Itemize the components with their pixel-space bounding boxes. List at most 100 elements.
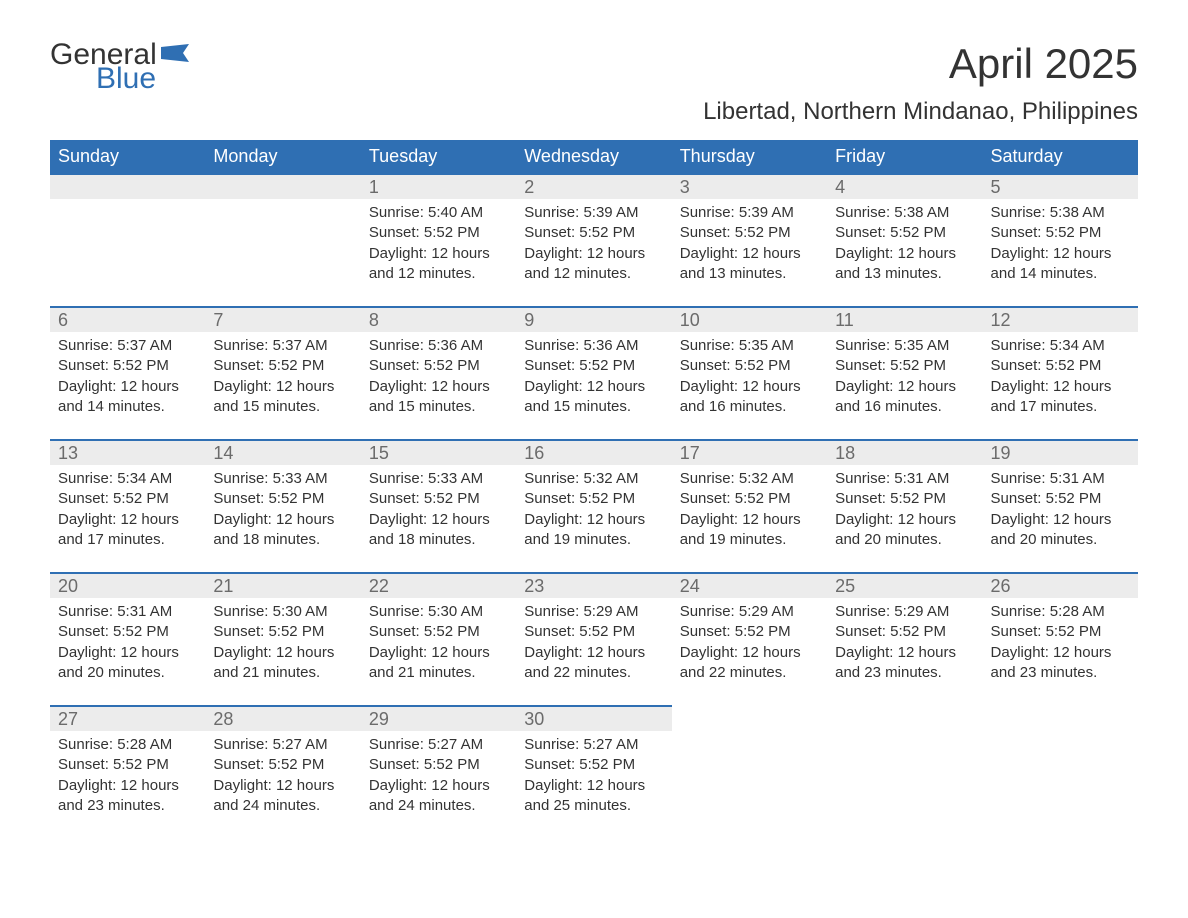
day-body: Sunrise: 5:38 AMSunset: 5:52 PMDaylight:… [983, 199, 1138, 306]
calendar-week: 13Sunrise: 5:34 AMSunset: 5:52 PMDayligh… [50, 439, 1138, 572]
day-line: Daylight: 12 hours and 12 minutes. [524, 244, 663, 285]
day-line: Sunrise: 5:37 AM [213, 336, 352, 356]
page-title: April 2025 [949, 40, 1138, 88]
day-line: Sunrise: 5:27 AM [369, 735, 508, 755]
day-line: Sunset: 5:52 PM [524, 356, 663, 376]
calendar-cell [983, 705, 1138, 838]
day-line: Daylight: 12 hours and 16 minutes. [835, 377, 974, 418]
day-body: Sunrise: 5:27 AMSunset: 5:52 PMDaylight:… [516, 731, 671, 838]
day-number: 27 [50, 705, 205, 731]
day-number: 25 [827, 572, 982, 598]
day-header: Friday [827, 140, 982, 173]
day-number: 4 [827, 173, 982, 199]
day-number: 20 [50, 572, 205, 598]
day-body: Sunrise: 5:37 AMSunset: 5:52 PMDaylight:… [50, 332, 205, 439]
day-line: Daylight: 12 hours and 22 minutes. [524, 643, 663, 684]
calendar-cell: 23 Sunrise: 5:29 AMSunset: 5:52 PMDayligh… [516, 572, 671, 705]
day-line: Sunrise: 5:32 AM [680, 469, 819, 489]
day-number: 28 [205, 705, 360, 731]
day-line: Sunset: 5:52 PM [369, 356, 508, 376]
day-line: Sunset: 5:52 PM [58, 755, 197, 775]
day-line: Sunset: 5:52 PM [524, 622, 663, 642]
day-number: 19 [983, 439, 1138, 465]
calendar-cell: 25Sunrise: 5:29 AMSunset: 5:52 PMDayligh… [827, 572, 982, 705]
day-line: Daylight: 12 hours and 18 minutes. [369, 510, 508, 551]
day-body: Sunrise: 5:30 AMSunset: 5:52 PMDaylight:… [205, 598, 360, 705]
day-number: 29 [361, 705, 516, 731]
day-line: Sunset: 5:52 PM [680, 223, 819, 243]
location-subtitle: Libertad, Northern Mindanao, Philippines [50, 98, 1138, 126]
calendar-cell: 20Sunrise: 5:31 AMSunset: 5:52 PMDayligh… [50, 572, 205, 705]
day-body: Sunrise: 5:27 AMSunset: 5:52 PMDaylight:… [205, 731, 360, 838]
day-line: Sunset: 5:52 PM [835, 489, 974, 509]
day-number: 11 [827, 306, 982, 332]
day-line: Daylight: 12 hours and 13 minutes. [680, 244, 819, 285]
day-line: Daylight: 12 hours and 16 minutes. [680, 377, 819, 418]
calendar-cell: 19Sunrise: 5:31 AMSunset: 5:52 PMDayligh… [983, 439, 1138, 572]
day-line: Sunset: 5:52 PM [991, 622, 1130, 642]
day-header: Sunday [50, 140, 205, 173]
day-line: Sunrise: 5:27 AM [213, 735, 352, 755]
day-number: 2 [516, 173, 671, 199]
calendar-cell: 26Sunrise: 5:28 AMSunset: 5:52 PMDayligh… [983, 572, 1138, 705]
day-body: Sunrise: 5:35 AMSunset: 5:52 PMDaylight:… [827, 332, 982, 439]
day-line: Daylight: 12 hours and 17 minutes. [991, 377, 1130, 418]
calendar-table: SundayMondayTuesdayWednesdayThursdayFrid… [50, 140, 1138, 838]
day-number: 16 [516, 439, 671, 465]
day-line: Sunrise: 5:35 AM [835, 336, 974, 356]
day-line: Sunrise: 5:29 AM [524, 602, 663, 622]
day-line: Sunrise: 5:33 AM [213, 469, 352, 489]
calendar-cell: 13Sunrise: 5:34 AMSunset: 5:52 PMDayligh… [50, 439, 205, 572]
logo-word-blue: Blue [96, 64, 189, 94]
day-header: Thursday [672, 140, 827, 173]
day-line: Sunrise: 5:40 AM [369, 203, 508, 223]
day-number: 23 [516, 572, 671, 598]
day-body [672, 731, 827, 823]
day-body: Sunrise: 5:40 AMSunset: 5:52 PMDaylight:… [361, 199, 516, 306]
day-line: Sunset: 5:52 PM [835, 622, 974, 642]
day-body: Sunrise: 5:29 AMSunset: 5:52 PMDaylight:… [827, 598, 982, 705]
day-number: 3 [672, 173, 827, 199]
calendar-week: 20Sunrise: 5:31 AMSunset: 5:52 PMDayligh… [50, 572, 1138, 705]
day-line: Daylight: 12 hours and 24 minutes. [213, 776, 352, 817]
day-line: Sunset: 5:52 PM [991, 489, 1130, 509]
day-body: Sunrise: 5:39 AMSunset: 5:52 PMDaylight:… [672, 199, 827, 306]
day-number: 14 [205, 439, 360, 465]
day-line: Sunset: 5:52 PM [213, 356, 352, 376]
calendar-cell: 29Sunrise: 5:27 AMSunset: 5:52 PMDayligh… [361, 705, 516, 838]
day-line: Daylight: 12 hours and 23 minutes. [991, 643, 1130, 684]
day-body: Sunrise: 5:27 AMSunset: 5:52 PMDaylight:… [361, 731, 516, 838]
calendar-cell: 11Sunrise: 5:35 AMSunset: 5:52 PMDayligh… [827, 306, 982, 439]
day-line: Sunset: 5:52 PM [524, 489, 663, 509]
day-body [50, 199, 205, 291]
day-number [50, 173, 205, 199]
calendar-cell [205, 173, 360, 306]
day-line: Sunrise: 5:28 AM [991, 602, 1130, 622]
day-line: Daylight: 12 hours and 23 minutes. [835, 643, 974, 684]
day-number: 6 [50, 306, 205, 332]
day-line: Daylight: 12 hours and 17 minutes. [58, 510, 197, 551]
day-number: 17 [672, 439, 827, 465]
day-line: Sunset: 5:52 PM [58, 356, 197, 376]
header-row: General Blue April 2025 [50, 40, 1138, 94]
day-number: 22 [361, 572, 516, 598]
day-body [827, 731, 982, 823]
day-line: Sunrise: 5:39 AM [680, 203, 819, 223]
day-line: Sunrise: 5:33 AM [369, 469, 508, 489]
day-line: Sunrise: 5:29 AM [835, 602, 974, 622]
day-line: Sunrise: 5:31 AM [991, 469, 1130, 489]
day-number: 24 [672, 572, 827, 598]
day-header: Saturday [983, 140, 1138, 173]
day-line: Sunset: 5:52 PM [680, 489, 819, 509]
calendar-week: 27Sunrise: 5:28 AMSunset: 5:52 PMDayligh… [50, 705, 1138, 838]
day-line: Daylight: 12 hours and 20 minutes. [58, 643, 197, 684]
day-body: Sunrise: 5:33 AMSunset: 5:52 PMDaylight:… [361, 465, 516, 572]
calendar-week: 6Sunrise: 5:37 AMSunset: 5:52 PMDaylight… [50, 306, 1138, 439]
day-number: 12 [983, 306, 1138, 332]
day-body: Sunrise: 5:36 AMSunset: 5:52 PMDaylight:… [361, 332, 516, 439]
day-body: Sunrise: 5:31 AMSunset: 5:52 PMDaylight:… [983, 465, 1138, 572]
day-line: Sunrise: 5:35 AM [680, 336, 819, 356]
day-line: Sunrise: 5:38 AM [991, 203, 1130, 223]
day-line: Daylight: 12 hours and 18 minutes. [213, 510, 352, 551]
day-header: Tuesday [361, 140, 516, 173]
